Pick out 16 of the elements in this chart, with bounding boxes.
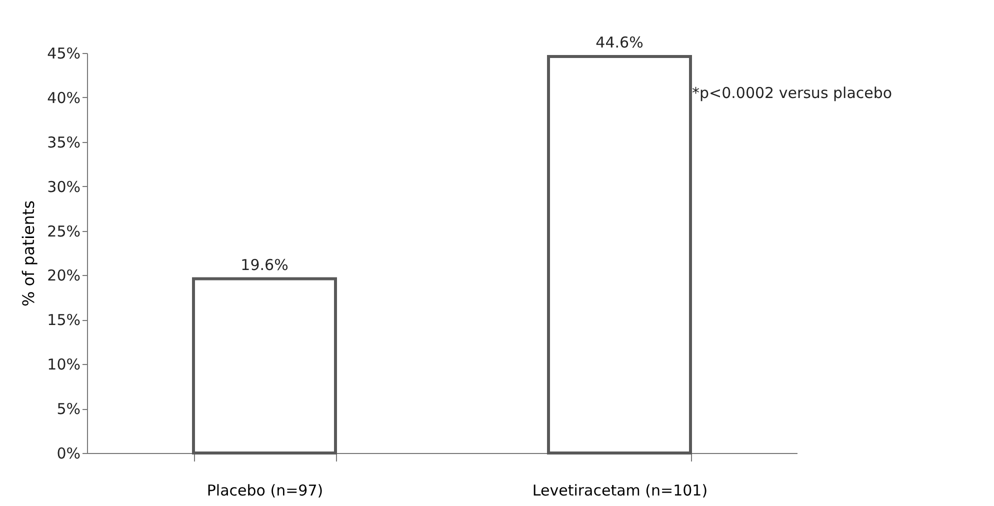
y-tick-label: 10% <box>47 356 80 374</box>
y-tick-label: 25% <box>47 222 80 240</box>
y-tick-label: 40% <box>47 88 80 107</box>
x-tick-label: Placebo (n=97) <box>206 482 324 500</box>
y-tick-label: 20% <box>47 266 80 285</box>
y-tick-label: 5% <box>56 400 80 418</box>
data-label: 19.6% <box>240 256 288 274</box>
x-tick-label: Levetiracetam (n=101) <box>532 482 708 500</box>
y-tick-label: 45% <box>47 44 80 62</box>
y-tick-label: 30% <box>47 178 80 196</box>
y-tick-label: 0% <box>56 444 80 462</box>
y-axis-title: % of patients <box>19 200 38 307</box>
data-label: 44.6% <box>596 34 644 52</box>
y-tick-label: 35% <box>47 133 80 152</box>
y-tick-label: 15% <box>47 311 80 330</box>
annotation: *p<0.0002 versus placebo <box>692 84 892 102</box>
